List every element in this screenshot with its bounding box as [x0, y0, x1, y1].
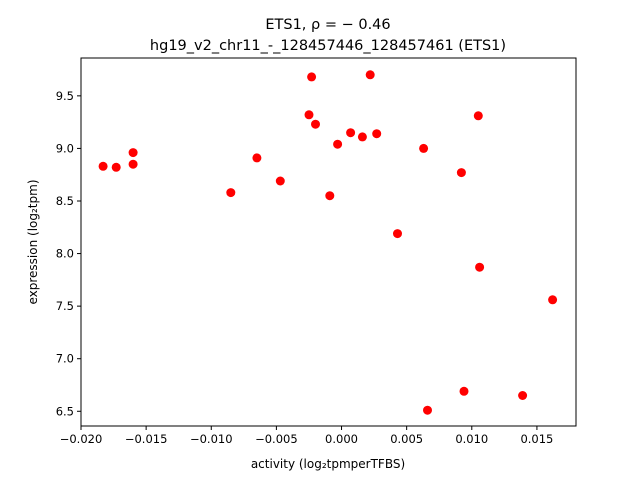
data-point [325, 191, 335, 201]
x-tick-label: 0.005 [390, 432, 423, 446]
data-point [423, 405, 432, 415]
data-point [226, 188, 236, 198]
data-points [98, 70, 558, 415]
data-point [393, 229, 402, 239]
data-point [365, 70, 375, 80]
data-point [419, 143, 429, 153]
chart-title-line1: ETS1, ρ = − 0.46 [265, 17, 390, 33]
x-tick-label: 0.015 [520, 432, 553, 446]
x-axis-ticks: −0.020 −0.015 −0.010 −0.005 0.000 0.005 0.010 0… [60, 426, 553, 446]
data-point [128, 159, 138, 169]
x-tick-label: 0.000 [325, 432, 358, 446]
x-tick-label: −0.005 [255, 432, 298, 446]
x-tick-label: −0.015 [125, 432, 168, 446]
data-point [473, 111, 483, 121]
data-point [372, 129, 382, 139]
data-point [311, 119, 320, 129]
y-tick-label: 8.5 [56, 194, 74, 208]
data-point [518, 391, 528, 400]
data-point [456, 168, 466, 178]
data-point [252, 153, 262, 163]
data-point [333, 139, 343, 149]
data-point [304, 110, 314, 120]
x-axis-label: activity (log₂tpmperTFBS) [251, 457, 405, 471]
data-point [475, 262, 485, 272]
y-axis-label: expression (log₂tpm) [26, 179, 40, 304]
y-tick-label: 8.0 [56, 247, 74, 261]
data-point [111, 162, 121, 172]
data-point [307, 72, 317, 82]
y-tick-label: 9.0 [56, 141, 74, 155]
data-point [548, 295, 558, 305]
data-point [98, 161, 108, 171]
y-tick-label: 6.5 [56, 404, 74, 418]
x-tick-label: −0.010 [190, 432, 233, 446]
plot-frame [80, 57, 577, 427]
x-tick-label: 0.010 [455, 432, 488, 446]
y-tick-label: 9.5 [56, 89, 74, 103]
y-axis-ticks: 6.5 7.0 7.5 8.0 8.5 9.0 9.5 [56, 89, 81, 418]
y-tick-label: 7.5 [56, 299, 74, 313]
data-point [128, 148, 138, 158]
data-point [275, 176, 285, 186]
data-point [346, 128, 356, 138]
chart-title-line2: hg19_v2_chr11_-_128457446_128457461 (ETS… [150, 38, 506, 54]
x-tick-label: −0.020 [60, 432, 103, 446]
data-point [357, 132, 367, 142]
data-point [459, 386, 469, 396]
y-tick-label: 7.0 [56, 352, 74, 366]
